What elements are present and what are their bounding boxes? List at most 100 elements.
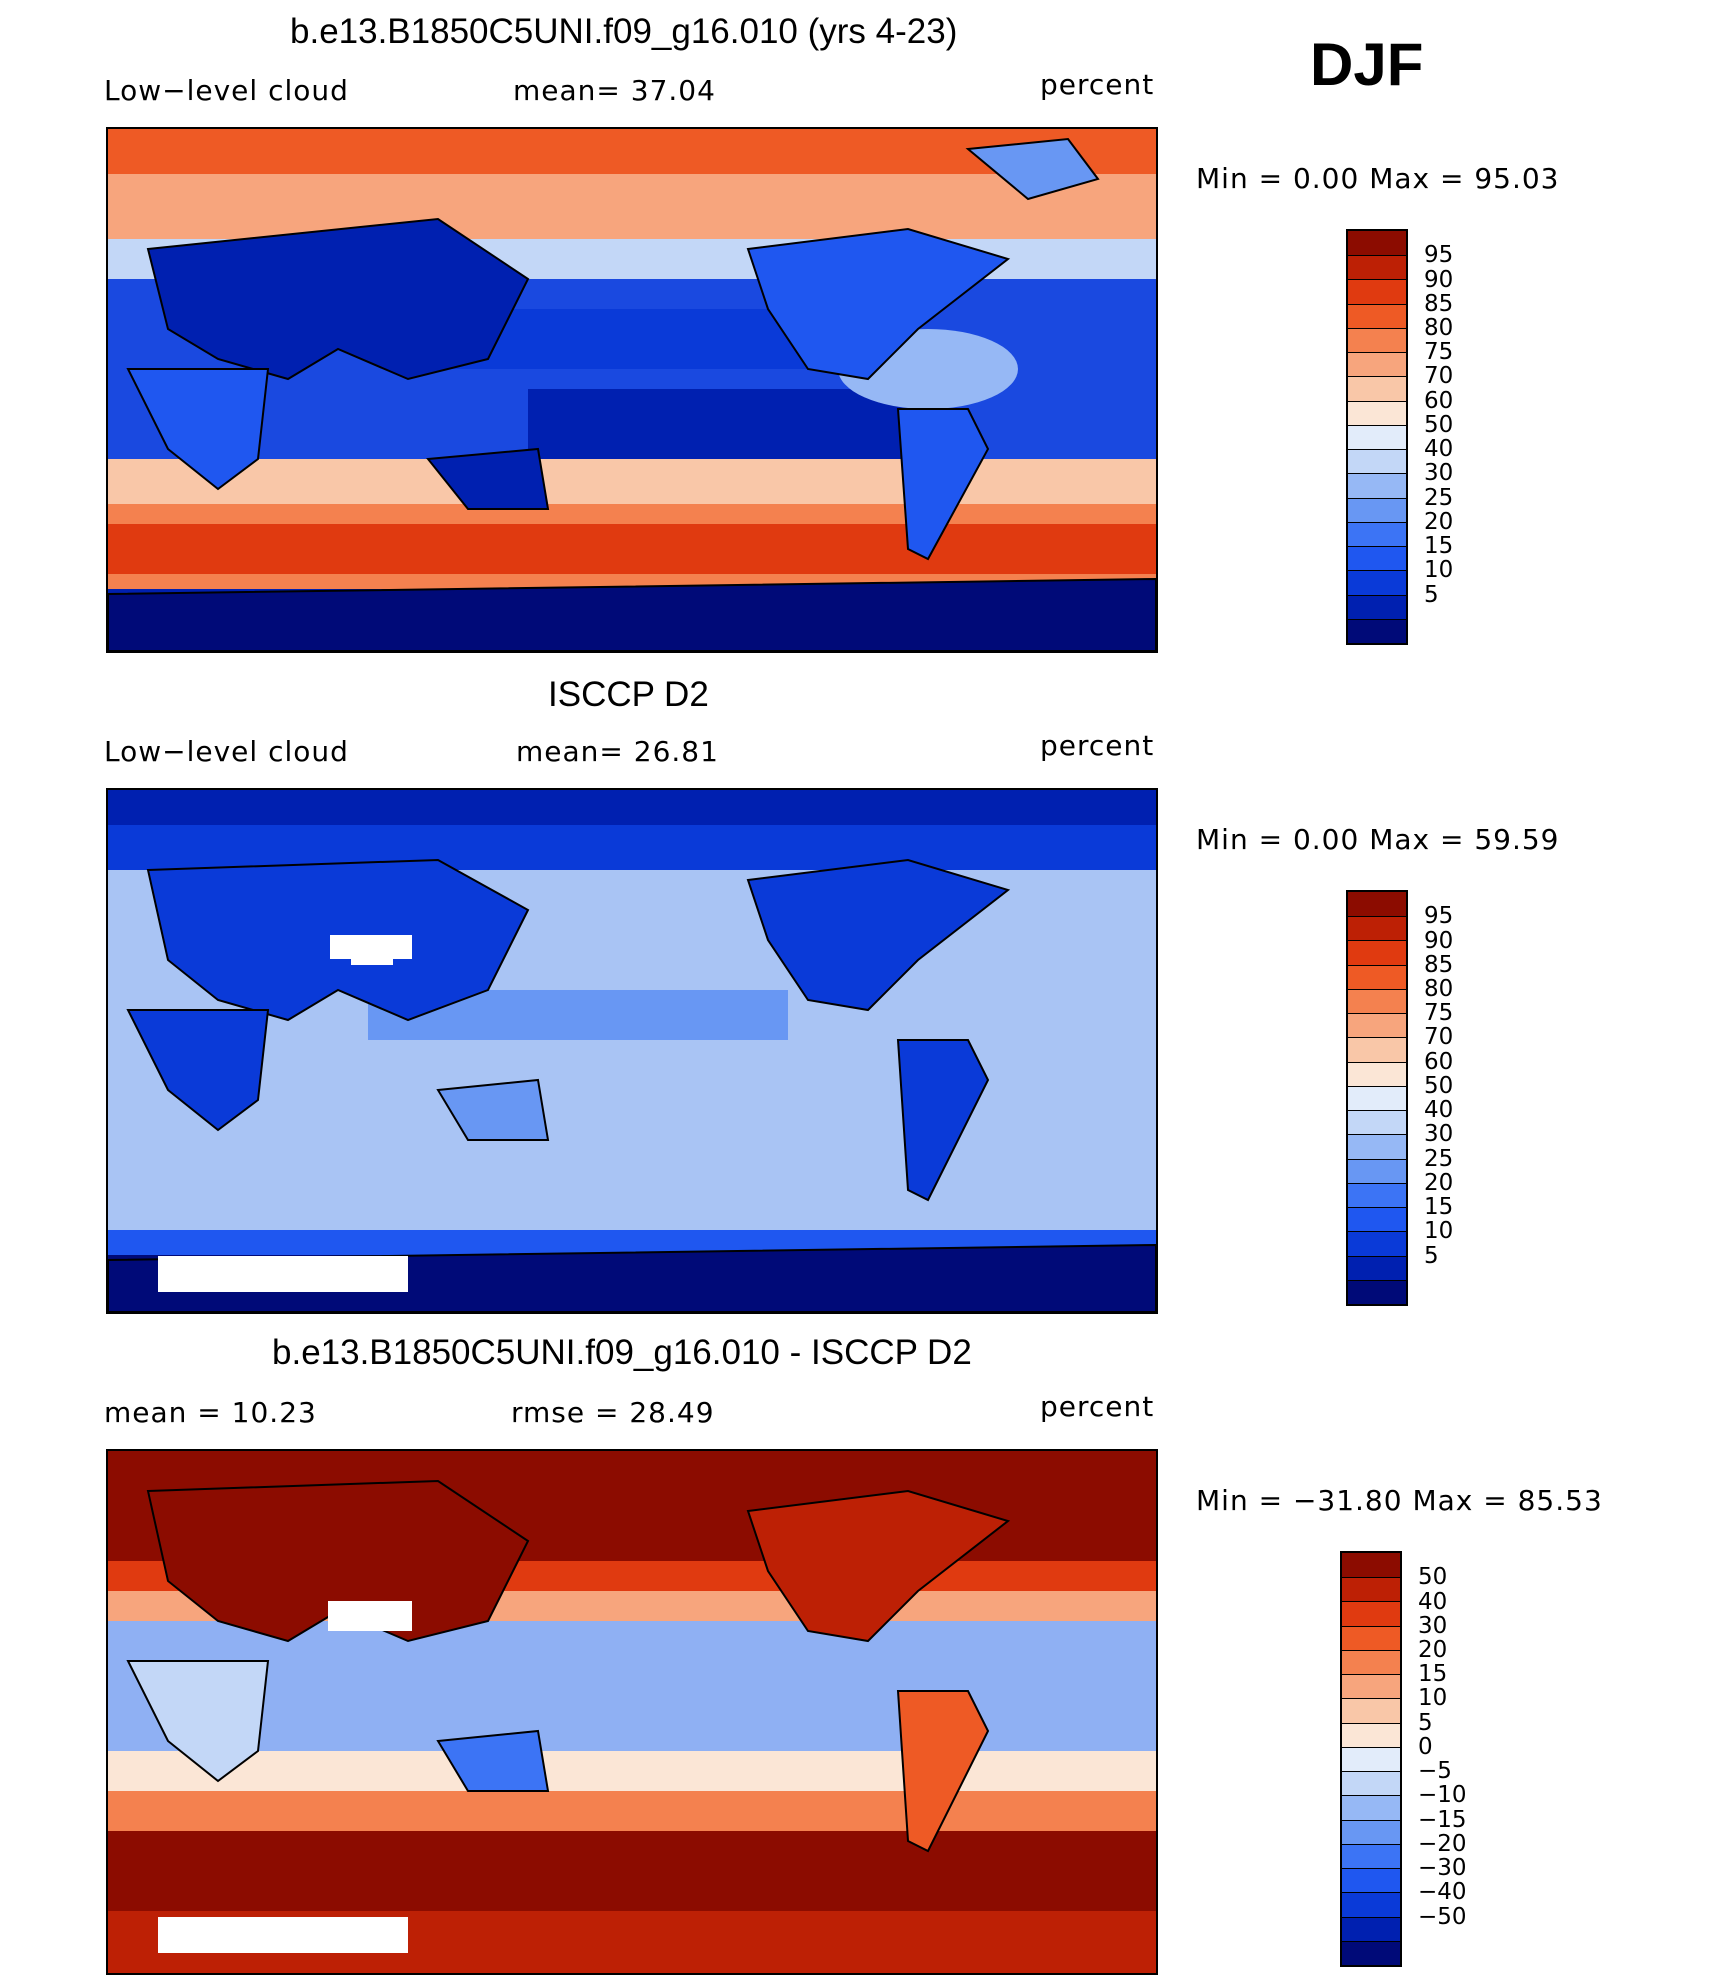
- panel-3-minmax: Min = −31.80 Max = 85.53: [1196, 1484, 1603, 1517]
- panel-3-colorbar: [1340, 1551, 1402, 1967]
- colorbar-segment: [1348, 618, 1406, 643]
- colorbar-tick-label: 95: [1424, 242, 1454, 269]
- colorbar-segment: [1348, 1255, 1406, 1280]
- colorbar-segment: [1348, 473, 1406, 498]
- panel-2-mean: mean= 26.81: [516, 735, 719, 768]
- world-map-icon: [108, 1451, 1156, 1973]
- panel-1-variable-label: Low−level cloud: [104, 74, 349, 107]
- panel-2-units: percent: [1040, 729, 1155, 762]
- colorbar-tick-label: 10: [1424, 557, 1454, 584]
- colorbar-segment: [1348, 449, 1406, 474]
- colorbar-tick-label: 30: [1418, 1612, 1448, 1639]
- colorbar-tick-label: 40: [1418, 1588, 1448, 1615]
- colorbar-tick-label: 60: [1424, 1048, 1454, 1075]
- colorbar-segment: [1348, 400, 1406, 425]
- panel-3-colorbar-labels: 50 40 30 20 15 10 5 0 −5 −10 −15 −20 −30 −40 −50: [1418, 1551, 1508, 1963]
- colorbar-tick-label: 70: [1424, 1024, 1454, 1051]
- colorbar-segment: [1342, 1722, 1400, 1747]
- colorbar-segment: [1348, 352, 1406, 377]
- panel-1-title: b.e13.B1850C5UNI.f09_g16.010 (yrs 4-23): [290, 12, 958, 51]
- panel-1-map: [106, 127, 1158, 653]
- colorbar-segment: [1348, 916, 1406, 941]
- colorbar-tick-label: 0: [1418, 1733, 1433, 1760]
- colorbar-tick-label: 85: [1424, 290, 1454, 317]
- panel-1-mean: mean= 37.04: [513, 74, 716, 107]
- colorbar-tick-label: 50: [1424, 411, 1454, 438]
- colorbar-tick-label: 75: [1424, 1000, 1454, 1027]
- colorbar-tick-label: 50: [1424, 1072, 1454, 1099]
- panel-3-title: b.e13.B1850C5UNI.f09_g16.010 - ISCCP D2: [272, 1333, 972, 1372]
- colorbar-segment: [1348, 521, 1406, 547]
- colorbar-segment: [1342, 1746, 1400, 1772]
- colorbar-segment: [1342, 1649, 1400, 1675]
- colorbar-tick-label: 15: [1424, 533, 1454, 560]
- colorbar-tick-label: 80: [1424, 975, 1454, 1002]
- colorbar-segment: [1348, 988, 1406, 1014]
- panel-1-colorbar: [1346, 229, 1408, 645]
- colorbar-tick-label: −50: [1418, 1903, 1467, 1930]
- colorbar-tick-label: 60: [1424, 387, 1454, 414]
- colorbar-segment: [1342, 1868, 1400, 1893]
- colorbar-tick-label: 50: [1418, 1564, 1448, 1591]
- colorbar-tick-label: 25: [1424, 484, 1454, 511]
- colorbar-segment: [1348, 570, 1406, 595]
- colorbar-tick-label: 90: [1424, 266, 1454, 293]
- colorbar-segment: [1348, 546, 1406, 571]
- panel-1-minmax: Min = 0.00 Max = 95.03: [1196, 162, 1560, 195]
- colorbar-tick-label: 30: [1424, 1121, 1454, 1148]
- colorbar-segment: [1342, 1916, 1400, 1941]
- colorbar-segment: [1342, 1577, 1400, 1602]
- colorbar-tick-label: 20: [1424, 1169, 1454, 1196]
- colorbar-tick-label: 15: [1424, 1194, 1454, 1221]
- colorbar-tick-label: 85: [1424, 951, 1454, 978]
- colorbar-segment: [1348, 376, 1406, 401]
- colorbar-tick-label: 20: [1418, 1636, 1448, 1663]
- colorbar-segment: [1348, 1061, 1406, 1086]
- panel-3-mean: mean = 10.23: [104, 1396, 317, 1429]
- colorbar-tick-label: −15: [1418, 1806, 1467, 1833]
- colorbar-segment: [1348, 303, 1406, 328]
- colorbar-segment: [1348, 1110, 1406, 1135]
- colorbar-tick-label: 10: [1418, 1685, 1448, 1712]
- colorbar-segment: [1348, 255, 1406, 280]
- colorbar-segment: [1348, 892, 1406, 917]
- panel-2-map: [106, 788, 1158, 1314]
- colorbar-segment: [1342, 1625, 1400, 1650]
- panel-2-colorbar: [1346, 890, 1408, 1306]
- panel-3-units: percent: [1040, 1390, 1155, 1423]
- colorbar-segment: [1342, 1674, 1400, 1699]
- colorbar-segment: [1348, 1158, 1406, 1183]
- colorbar-tick-label: −5: [1418, 1758, 1452, 1785]
- colorbar-segment: [1348, 594, 1406, 619]
- colorbar-tick-label: 10: [1424, 1218, 1454, 1245]
- panel-3-rmse: rmse = 28.49: [511, 1396, 715, 1429]
- colorbar-segment: [1342, 1892, 1400, 1917]
- colorbar-tick-label: −40: [1418, 1879, 1467, 1906]
- colorbar-tick-label: 15: [1418, 1661, 1448, 1688]
- colorbar-tick-label: 25: [1424, 1145, 1454, 1172]
- colorbar-segment: [1348, 279, 1406, 304]
- colorbar-segment: [1348, 1085, 1406, 1111]
- colorbar-segment: [1348, 327, 1406, 353]
- panel-2-colorbar-labels: 95 90 85 80 75 70 60 50 40 30 25 20 15 10 5: [1424, 890, 1504, 1302]
- colorbar-tick-label: 70: [1424, 363, 1454, 390]
- panel-2-title: ISCCP D2: [548, 675, 709, 714]
- colorbar-segment: [1348, 1037, 1406, 1062]
- colorbar-tick-label: −30: [1418, 1855, 1467, 1882]
- colorbar-segment: [1348, 940, 1406, 965]
- colorbar-segment: [1342, 1940, 1400, 1965]
- colorbar-tick-label: −20: [1418, 1830, 1467, 1857]
- colorbar-segment: [1348, 964, 1406, 989]
- colorbar-segment: [1342, 1601, 1400, 1626]
- colorbar-segment: [1348, 1279, 1406, 1304]
- world-map-icon: [108, 790, 1156, 1312]
- colorbar-segment: [1348, 497, 1406, 522]
- panel-1-units: percent: [1040, 68, 1155, 101]
- colorbar-segment: [1348, 1182, 1406, 1208]
- colorbar-segment: [1348, 1134, 1406, 1159]
- colorbar-tick-label: 30: [1424, 460, 1454, 487]
- colorbar-segment: [1348, 1013, 1406, 1038]
- colorbar-tick-label: 75: [1424, 339, 1454, 366]
- colorbar-segment: [1342, 1698, 1400, 1723]
- colorbar-segment: [1348, 1231, 1406, 1256]
